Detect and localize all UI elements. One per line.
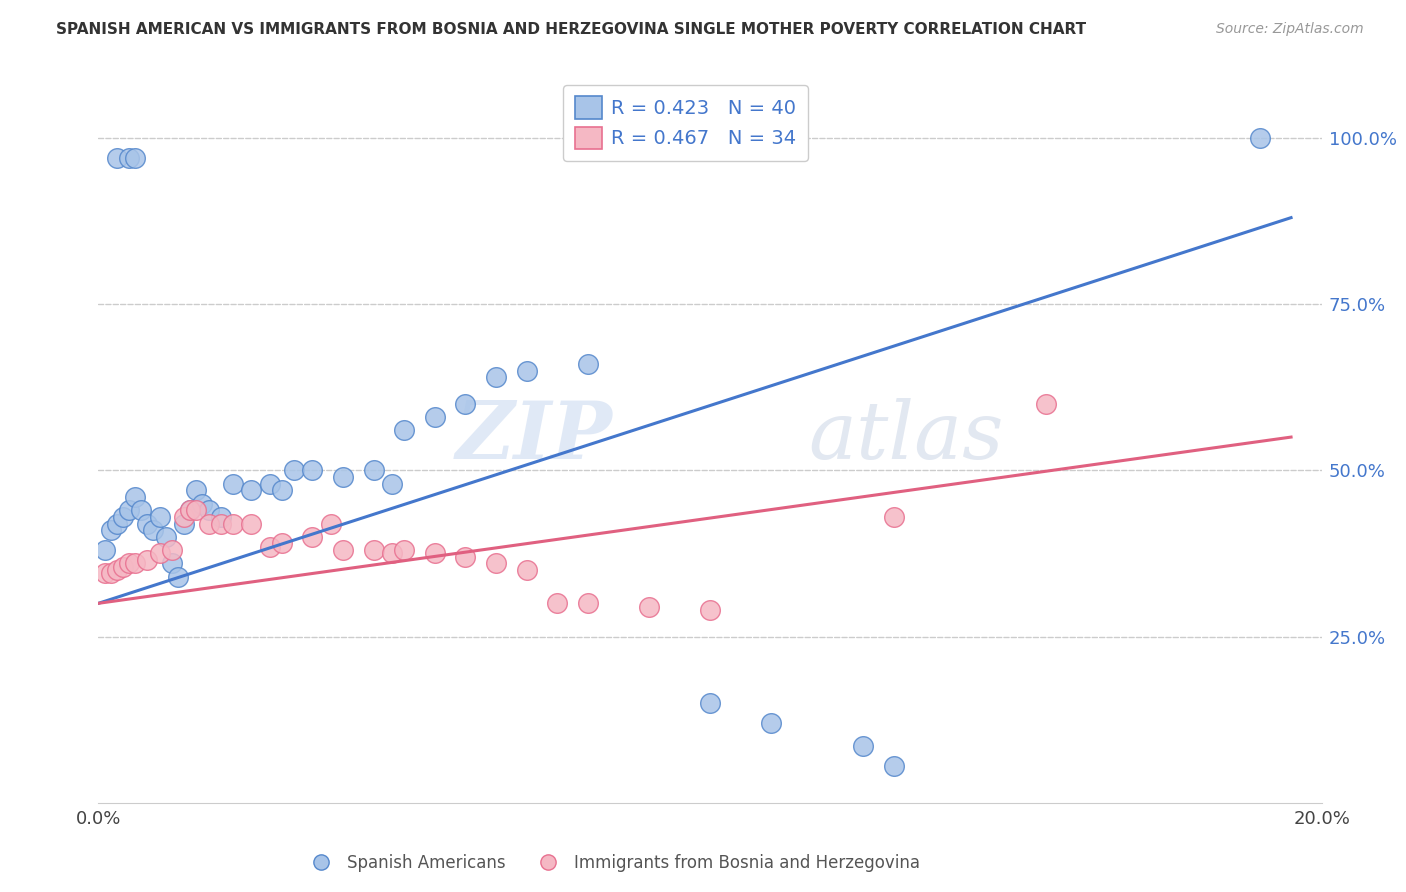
Point xyxy=(191,497,214,511)
Point xyxy=(270,483,292,498)
Point xyxy=(363,463,385,477)
Point xyxy=(100,566,122,581)
Point xyxy=(155,530,177,544)
Point xyxy=(118,503,141,517)
Point xyxy=(124,490,146,504)
Point xyxy=(301,463,323,477)
Point xyxy=(197,516,219,531)
Point xyxy=(173,509,195,524)
Point xyxy=(259,540,281,554)
Text: Source: ZipAtlas.com: Source: ZipAtlas.com xyxy=(1216,22,1364,37)
Text: atlas: atlas xyxy=(808,399,1004,475)
Point xyxy=(392,424,416,438)
Point xyxy=(576,357,599,371)
Point xyxy=(111,509,134,524)
Point xyxy=(270,536,292,550)
Point xyxy=(209,509,232,524)
Point xyxy=(381,476,404,491)
Point xyxy=(485,557,508,571)
Point xyxy=(301,530,323,544)
Point xyxy=(240,483,263,498)
Point xyxy=(111,559,134,574)
Point xyxy=(160,557,183,571)
Point xyxy=(637,599,661,614)
Point xyxy=(129,503,152,517)
Point xyxy=(516,363,538,377)
Point xyxy=(149,546,172,560)
Point xyxy=(149,509,172,524)
Point xyxy=(516,563,538,577)
Point xyxy=(852,739,875,754)
Point xyxy=(576,596,599,610)
Point xyxy=(105,516,128,531)
Point xyxy=(124,557,146,571)
Point xyxy=(160,543,183,558)
Point xyxy=(363,543,385,558)
Point xyxy=(883,509,905,524)
Text: ZIP: ZIP xyxy=(456,399,612,475)
Text: SPANISH AMERICAN VS IMMIGRANTS FROM BOSNIA AND HERZEGOVINA SINGLE MOTHER POVERTY: SPANISH AMERICAN VS IMMIGRANTS FROM BOSN… xyxy=(56,22,1087,37)
Point xyxy=(222,476,245,491)
Point xyxy=(105,151,128,165)
Point xyxy=(332,543,354,558)
Legend: Spanish Americans, Immigrants from Bosnia and Herzegovina: Spanish Americans, Immigrants from Bosni… xyxy=(297,847,927,879)
Point xyxy=(332,470,354,484)
Point xyxy=(173,516,195,531)
Point xyxy=(699,696,721,710)
Point xyxy=(118,557,141,571)
Point xyxy=(1035,397,1057,411)
Point xyxy=(454,397,477,411)
Point xyxy=(136,516,159,531)
Point xyxy=(100,523,122,537)
Point xyxy=(240,516,263,531)
Point xyxy=(546,596,568,610)
Point xyxy=(105,563,128,577)
Point xyxy=(142,523,165,537)
Point xyxy=(259,476,281,491)
Point xyxy=(381,546,404,560)
Point xyxy=(759,716,782,731)
Point xyxy=(485,370,508,384)
Point xyxy=(179,503,201,517)
Point xyxy=(209,516,232,531)
Point xyxy=(699,603,721,617)
Point xyxy=(283,463,305,477)
Point xyxy=(124,151,146,165)
Point xyxy=(319,516,342,531)
Point xyxy=(93,566,115,581)
Point xyxy=(197,503,219,517)
Point xyxy=(423,546,446,560)
Point xyxy=(136,553,159,567)
Point xyxy=(167,570,190,584)
Point xyxy=(1249,131,1271,145)
Point xyxy=(454,549,477,564)
Point xyxy=(222,516,245,531)
Point xyxy=(392,543,416,558)
Point xyxy=(118,151,141,165)
Point xyxy=(179,503,201,517)
Point xyxy=(423,410,446,425)
Point xyxy=(93,543,115,558)
Point xyxy=(186,483,208,498)
Point xyxy=(186,503,208,517)
Point xyxy=(883,759,905,773)
